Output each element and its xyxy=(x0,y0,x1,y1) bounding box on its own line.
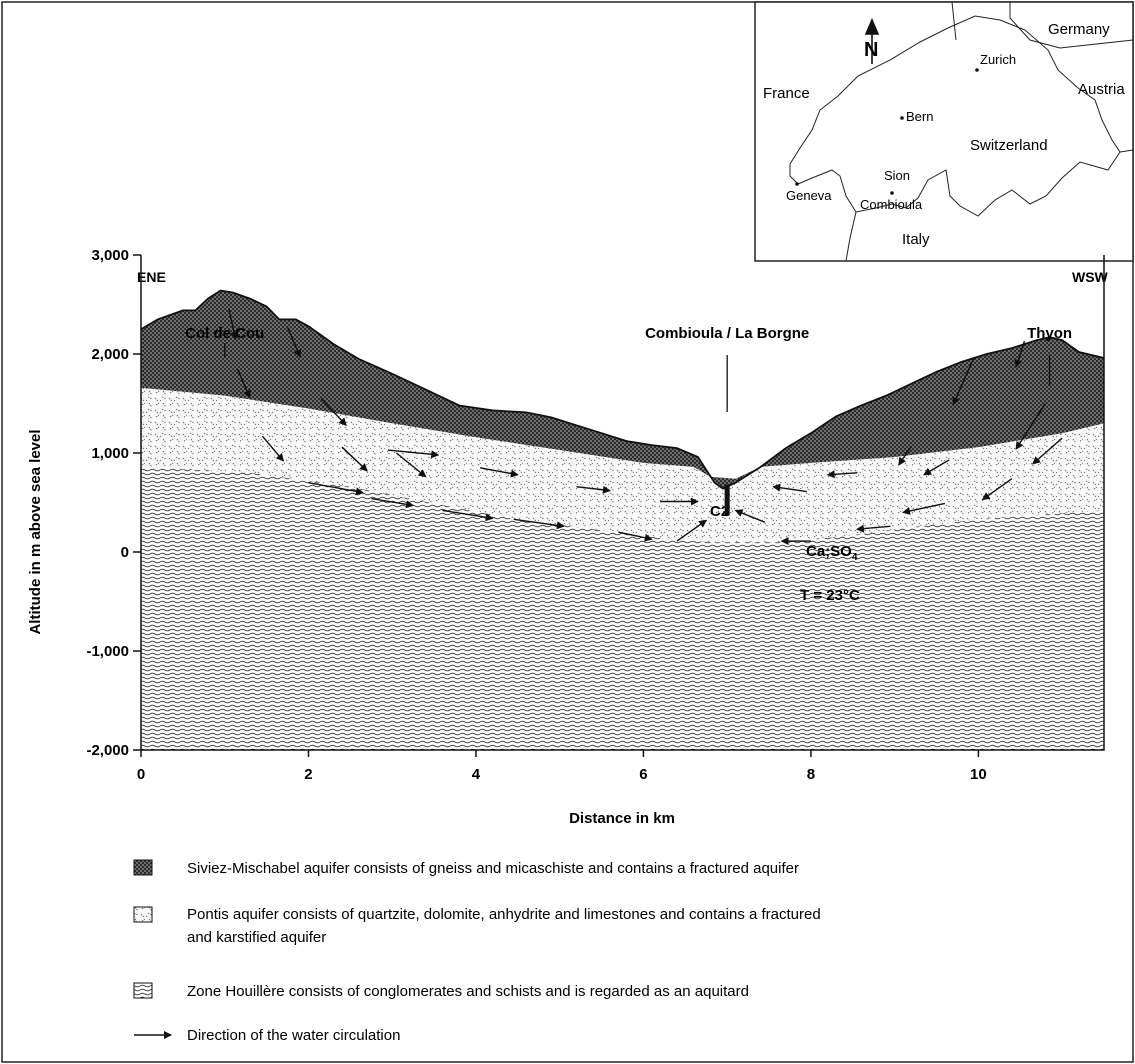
borehole-c2 xyxy=(724,484,730,516)
city-label-bern: Bern xyxy=(906,109,933,124)
legend-swatch-gneiss xyxy=(133,859,153,876)
surface-profile-line xyxy=(140,289,1105,490)
country-label-france: France xyxy=(763,85,810,102)
border-line-france-italy xyxy=(845,211,857,262)
city-dot-bern xyxy=(900,116,904,120)
inset-map-frame xyxy=(754,1,1134,262)
x-tick-label: 4 xyxy=(472,766,481,783)
flow-arrow xyxy=(1032,437,1063,465)
legend-text-houillere: Zone Houillère consists of conglomerates… xyxy=(187,983,749,1000)
flow-arrow xyxy=(286,326,302,358)
legend-text-pontis-line1: Pontis aquifer consists of quartzite, do… xyxy=(187,906,821,923)
flow-arrow xyxy=(618,531,653,542)
flow-arrow xyxy=(923,459,950,476)
country-label-italy: Italy xyxy=(902,231,930,248)
x-tick-label: 0 xyxy=(137,766,145,783)
orientation-right-label: WSW xyxy=(1072,269,1109,285)
flow-arrow xyxy=(576,485,611,494)
city-dot-combioula xyxy=(890,191,894,195)
flow-arrow xyxy=(480,467,519,478)
site-label: Combioula / La Borgne xyxy=(645,325,809,342)
flow-arrow xyxy=(1014,340,1026,368)
flow-arrow xyxy=(513,518,565,530)
site-label: Col de Cou xyxy=(185,325,264,342)
y-tick-label: -2,000 xyxy=(86,742,129,759)
flow-arrow xyxy=(676,519,708,542)
flow-arrow xyxy=(1015,403,1046,450)
north-arrow xyxy=(864,17,880,64)
flow-arrow xyxy=(898,445,912,466)
flow-arrow xyxy=(395,452,427,478)
y-tick-label: 0 xyxy=(121,544,129,561)
plot-frame xyxy=(140,254,1105,751)
flow-arrow xyxy=(320,398,347,427)
legend-text-arrow: Direction of the water circulation xyxy=(187,1027,400,1044)
border-line-austria-italy xyxy=(1119,149,1134,153)
border-line-germany-austria xyxy=(1009,2,1134,49)
border-line-germany xyxy=(951,1,957,41)
y-tick-label: 1,000 xyxy=(91,445,129,462)
flow-arrow xyxy=(228,309,238,341)
layer-siviez-mischabel xyxy=(141,290,1104,489)
flow-arrow xyxy=(308,482,364,496)
geological-layers xyxy=(140,289,1105,750)
city-dot-zurich xyxy=(975,68,979,72)
north-arrow-label: N xyxy=(864,39,878,61)
flow-arrow xyxy=(442,509,494,522)
flow-arrow xyxy=(371,497,415,509)
orientation-left-label: ENE xyxy=(137,269,166,285)
y-axis-ticks: 3,000 2,000 1,000 0 -1,000 -2,000 xyxy=(86,247,141,759)
x-tick-label: 6 xyxy=(639,766,647,783)
flow-arrow xyxy=(981,478,1013,501)
x-axis-ticks: 0 2 4 6 8 10 xyxy=(137,750,987,783)
y-tick-label: -1,000 xyxy=(86,643,129,660)
y-tick-label: 3,000 xyxy=(91,247,129,264)
layer-zone-houillere xyxy=(141,466,1104,750)
chemistry-label: Ca;SO4 xyxy=(806,543,858,563)
flow-arrow xyxy=(952,356,975,406)
flow-arrow xyxy=(772,483,807,493)
x-tick-label: 2 xyxy=(304,766,312,783)
layer-pontis-aquifer xyxy=(141,387,1104,543)
legend-swatch-limestone xyxy=(133,906,153,923)
temperature-label: T = 23°C xyxy=(800,587,860,604)
city-label-combioula: Combioula xyxy=(860,197,923,212)
flow-arrow xyxy=(341,446,368,472)
flow-arrow xyxy=(236,368,251,399)
country-label-germany: Germany xyxy=(1048,21,1110,38)
city-label-sion: Sion xyxy=(884,168,910,183)
country-label-austria: Austria xyxy=(1078,81,1125,98)
flow-arrow xyxy=(387,449,440,459)
x-axis-label: Distance in km xyxy=(569,810,675,827)
legend: Siviez-Mischabel aquifer consists of gne… xyxy=(133,859,821,1044)
switzerland-outline xyxy=(789,15,1121,217)
chemistry-subscript: 4 xyxy=(852,552,858,563)
y-tick-label: 2,000 xyxy=(91,346,129,363)
site-label: Thyon xyxy=(1027,325,1072,342)
flow-arrow xyxy=(902,502,946,515)
city-label-zurich: Zurich xyxy=(980,52,1016,67)
flow-arrow xyxy=(855,524,891,533)
flow-arrow xyxy=(734,509,766,523)
section-plot: 0 2 4 6 8 10 3,000 2,000 1,000 0 -1,000 -2,000 Col… xyxy=(27,247,1105,827)
borehole-label: C2 xyxy=(710,503,729,520)
flow-arrows xyxy=(228,309,1063,546)
city-dot-geneva xyxy=(795,182,799,186)
city-label-geneva: Geneva xyxy=(786,188,832,203)
legend-text-pontis-line2: and karstified aquifer xyxy=(187,929,326,946)
x-tick-label: 10 xyxy=(970,766,987,783)
flow-arrow xyxy=(826,470,858,479)
legend-text-siviez: Siviez-Mischabel aquifer consists of gne… xyxy=(187,860,799,877)
site-markers: Col de Cou Combioula / La Borgne Thyon xyxy=(185,325,1072,412)
x-tick-label: 8 xyxy=(807,766,815,783)
y-axis-label: Altitude in m above sea level xyxy=(27,429,44,634)
inset-map: N Germany France Austria Switzerland Ita… xyxy=(754,1,1134,262)
country-label-switzerland: Switzerland xyxy=(970,137,1048,154)
flow-arrow xyxy=(261,435,285,462)
legend-swatch-schist xyxy=(133,982,153,999)
